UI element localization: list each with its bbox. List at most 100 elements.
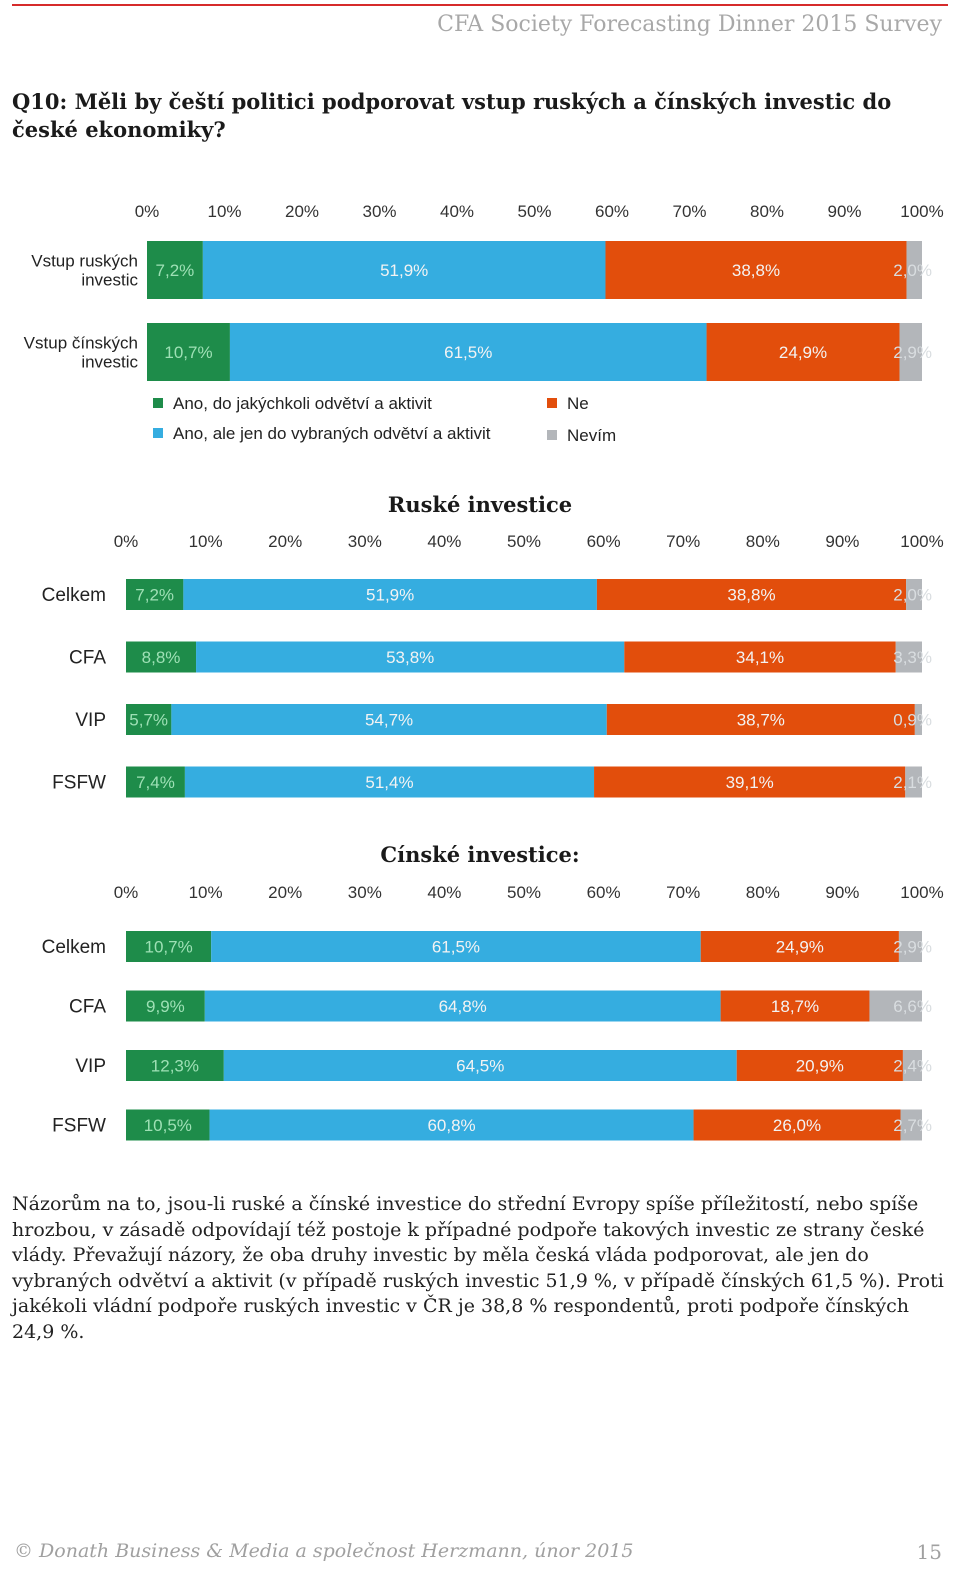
bar-nevim — [906, 579, 922, 610]
x-tick-label: 20% — [285, 202, 319, 221]
data-label: 12,3% — [151, 1057, 199, 1076]
data-label: 3,3% — [893, 648, 932, 667]
bar-ne — [605, 241, 907, 299]
x-tick-label: 10% — [189, 532, 223, 551]
x-tick-label: 60% — [587, 532, 621, 551]
x-tick-label: 60% — [587, 883, 621, 902]
bar-nevim — [900, 1109, 922, 1141]
legend-label: Ne — [567, 394, 589, 413]
bar-ne — [693, 1109, 901, 1141]
bar-nevim — [869, 990, 922, 1022]
legend-swatch-ne — [547, 398, 557, 408]
data-label: 7,2% — [156, 261, 195, 280]
category-label: VIP — [75, 1056, 106, 1077]
data-label: 6,6% — [893, 997, 932, 1016]
legend-item-nevim: Nevím — [547, 426, 616, 446]
question-title: Q10: Měli by čeští politici podporovat v… — [12, 89, 892, 142]
chart-russian: Ruské investice 0% 10% 20% 30% 40% 50% 60% 70% 80… — [0, 495, 960, 805]
bar-ano-vybrane — [196, 641, 625, 673]
top-rule — [12, 4, 948, 6]
chart-overview: 0% 10% 20% 30% 40% 50% 60% 70% 80% 90% 100% Vstup r… — [0, 195, 960, 395]
x-tick-label: 30% — [348, 532, 382, 551]
bar-ano-vse — [147, 241, 203, 299]
x-tick-label: 50% — [507, 532, 541, 551]
bar-nevim — [898, 931, 922, 962]
bar-ne — [736, 1050, 903, 1081]
summary-paragraph: Názorům na to, jsou-li ruské a čínské in… — [12, 1193, 944, 1343]
data-label: 53,8% — [386, 648, 434, 667]
category-label: CFA — [69, 997, 106, 1018]
category-label: Celkem — [42, 585, 106, 606]
category-label: CFA — [69, 648, 106, 669]
chart-chinese: Čínské investice: 0% 10% 20% 30% 40% 50% 60% 70%… — [0, 845, 960, 1150]
data-label: 2,0% — [893, 261, 932, 280]
category-label: investic — [81, 270, 138, 289]
bar-ne — [624, 641, 896, 673]
x-tick-label: 10% — [207, 202, 241, 221]
bar-nevim — [905, 766, 922, 798]
x-tick-label: 50% — [507, 883, 541, 902]
data-label: 64,5% — [456, 1057, 504, 1076]
data-label: 2,1% — [893, 773, 932, 792]
x-tick-label: 50% — [517, 202, 551, 221]
legend-label: Nevím — [567, 426, 617, 445]
data-label: 51,9% — [366, 586, 414, 605]
x-tick-label: 60% — [595, 202, 629, 221]
x-tick-label: 80% — [746, 883, 780, 902]
data-label: 54,7% — [365, 711, 413, 730]
category-label: investic — [81, 352, 138, 371]
bar-ne — [596, 579, 907, 610]
x-tick-label: 70% — [672, 202, 706, 221]
bar-nevim — [902, 1050, 922, 1081]
x-tick-label: 40% — [427, 883, 461, 902]
data-label: 20,9% — [796, 1057, 844, 1076]
footer-copyright: © Donath Business & Media a společnost H… — [14, 1540, 634, 1562]
data-label: 10,7% — [144, 938, 192, 957]
x-tick-label: 90% — [827, 202, 861, 221]
x-tick-label: 0% — [114, 883, 139, 902]
bar-ano-vybrane — [171, 704, 607, 735]
data-label: 10,5% — [144, 1116, 192, 1135]
bar-ano-vse — [126, 990, 205, 1022]
data-label: 8,8% — [142, 648, 181, 667]
data-label: 2,9% — [893, 938, 932, 957]
bar-nevim — [899, 323, 922, 381]
x-tick-label: 70% — [666, 532, 700, 551]
chart-title: Čínské investice: — [380, 845, 579, 867]
bar-ano-vybrane — [229, 323, 707, 381]
bar-ano-vybrane — [209, 1109, 694, 1141]
x-tick-label: 100% — [900, 883, 943, 902]
x-tick-label: 90% — [825, 883, 859, 902]
legend-swatch-nevim — [547, 430, 557, 440]
data-label: 7,4% — [136, 773, 175, 792]
data-label: 61,5% — [444, 343, 492, 362]
data-label: 26,0% — [773, 1116, 821, 1135]
chart-russian-svg: Ruské investice 0% 10% 20% 30% 40% 50% 60% 70% 80… — [42, 495, 944, 798]
data-label: 51,9% — [380, 261, 428, 280]
legend-item-ne: Ne — [547, 394, 589, 414]
bar-ano-vybrane — [211, 931, 701, 962]
data-label: 61,5% — [432, 938, 480, 957]
data-label: 18,7% — [771, 997, 819, 1016]
bar-ano-vse — [126, 704, 172, 735]
data-label: 24,9% — [779, 343, 827, 362]
x-tick-label: 80% — [746, 532, 780, 551]
data-label: 64,8% — [439, 997, 487, 1016]
bar-ano-vybrane — [183, 579, 597, 610]
bar-ne — [594, 766, 906, 798]
data-label: 38,8% — [727, 586, 775, 605]
bar-ne — [720, 990, 870, 1022]
x-tick-label: 100% — [900, 532, 943, 551]
bar-ano-vybrane — [184, 766, 595, 798]
data-label: 2,7% — [893, 1116, 932, 1135]
x-tick-label: 90% — [825, 532, 859, 551]
bar-ano-vybrane — [223, 1050, 737, 1081]
data-label: 38,7% — [737, 711, 785, 730]
bar-nevim — [914, 704, 922, 735]
bar-ano-vse — [126, 1050, 224, 1081]
bar-ne — [606, 704, 915, 735]
data-label: 0,9% — [893, 711, 932, 730]
data-label: 38,8% — [732, 261, 780, 280]
x-tick-label: 40% — [427, 532, 461, 551]
category-label: FSFW — [52, 1116, 106, 1137]
